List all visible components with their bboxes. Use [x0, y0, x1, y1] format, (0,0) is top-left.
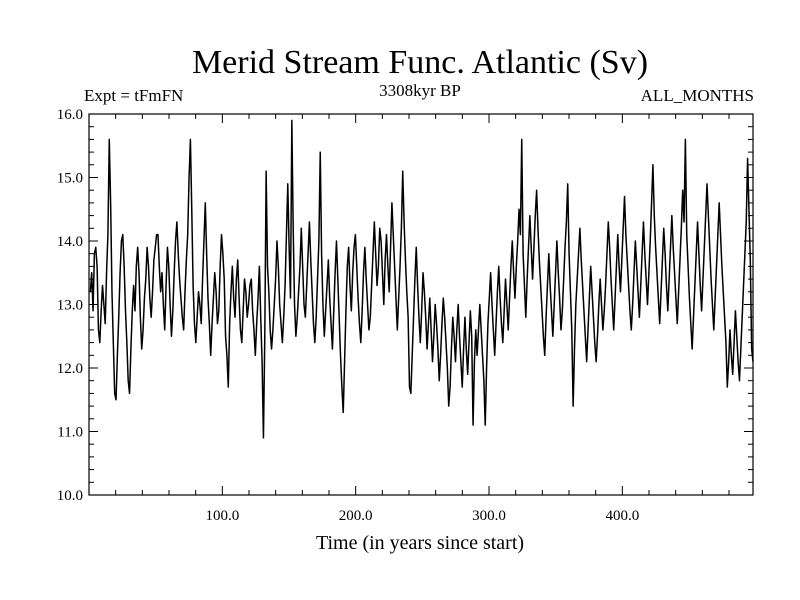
series-line	[89, 119, 754, 439]
y-tick-label: 14.0	[57, 234, 83, 250]
y-tick-label: 12.0	[57, 361, 83, 377]
x-tick-label: 100.0	[205, 508, 239, 524]
y-tick-label: 15.0	[57, 171, 83, 187]
plot-area: 10.0 11.0 12.0 13.0 14.0 15.0 16.0 100.0 200.0 3…	[57, 107, 754, 524]
x-tick-label: 300.0	[472, 508, 506, 524]
experiment-label: Expt = tFmFN	[84, 86, 183, 105]
y-tick-labels: 10.0 11.0 12.0 13.0 14.0 15.0 16.0	[57, 107, 83, 504]
x-axis-label: Time (in years since start)	[316, 532, 524, 554]
y-tick-label: 11.0	[57, 425, 83, 441]
x-tick-labels: 100.0 200.0 300.0 400.0	[205, 508, 639, 524]
months-label: ALL_MONTHS	[641, 86, 754, 105]
y-tick-label: 10.0	[57, 488, 83, 504]
y-tick-label: 13.0	[57, 298, 83, 314]
x-tick-label: 400.0	[605, 508, 639, 524]
period-label: 3308kyr BP	[379, 81, 461, 100]
x-tick-label: 200.0	[339, 508, 373, 524]
chart-title: Merid Stream Func. Atlantic (Sv)	[192, 44, 648, 81]
y-tick-label: 16.0	[57, 107, 83, 123]
